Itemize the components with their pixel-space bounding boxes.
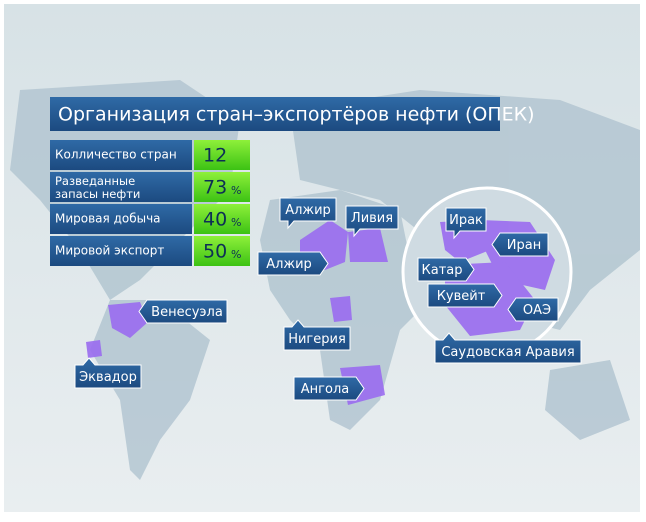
country-label: Ливия xyxy=(351,211,393,226)
country-tag xyxy=(434,332,582,364)
country-tag xyxy=(279,197,337,230)
title: Организация стран–экспортёров нефти (ОПЕ… xyxy=(58,104,535,126)
country-label: Ирак xyxy=(449,213,483,228)
stat-value: 50 xyxy=(203,241,227,263)
country-tag xyxy=(293,376,365,401)
country-tag xyxy=(345,205,399,238)
stat-label: Мировой экспорт xyxy=(55,244,164,258)
stat-label-line: Разведанные xyxy=(55,174,135,188)
stat-label-cell xyxy=(50,236,192,266)
stat-label-cell xyxy=(50,172,192,202)
country-tag xyxy=(417,257,475,282)
country-tag xyxy=(491,232,549,257)
stat-value: 40 xyxy=(203,209,227,231)
country-tag xyxy=(74,357,142,389)
stat-label: Колличество стран xyxy=(55,148,177,162)
stat-label-cell xyxy=(50,204,192,234)
stat-label: Разведанные запасы нефти xyxy=(55,174,140,201)
stat-label: Мировая добыча xyxy=(55,212,161,226)
country-tag xyxy=(283,319,351,351)
country-label: Эквадор xyxy=(79,370,137,385)
stat-unit: % xyxy=(231,184,241,197)
stat-value-cell xyxy=(194,236,250,266)
country-label: Венесуэла xyxy=(151,305,223,320)
country-label: Иран xyxy=(507,238,541,253)
country-label: Ангола xyxy=(301,382,349,397)
stats-table: Колличество стран 12 Разведанные запасы неф… xyxy=(50,140,250,266)
country-labels: Алжир Ливия Алжир Венесуэла Эквадор Нигерия Ан… xyxy=(74,197,582,401)
stat-value: 73 xyxy=(203,177,227,199)
country-tag xyxy=(445,207,487,240)
country-label: Саудовская Аравия xyxy=(441,345,574,360)
title-bar xyxy=(50,97,500,131)
stat-unit: % xyxy=(231,216,241,229)
stat-value: 12 xyxy=(203,145,227,167)
stat-label-cell xyxy=(50,140,192,170)
country-tag xyxy=(138,299,228,324)
country-label: Нигерия xyxy=(288,332,346,347)
stat-value-cell xyxy=(194,204,250,234)
country-label: Кувейт xyxy=(437,289,486,304)
stat-unit: % xyxy=(231,248,241,261)
country-tag xyxy=(427,283,503,308)
stat-value-cell xyxy=(194,140,250,170)
country-label: Алжир xyxy=(285,203,331,218)
country-tag xyxy=(257,251,329,276)
country-label: Катар xyxy=(422,263,463,278)
country-label: ОАЭ xyxy=(523,303,551,318)
country-label: Алжир xyxy=(266,257,312,272)
stat-value-cell xyxy=(194,172,250,202)
country-tag xyxy=(507,297,559,322)
stat-label-line: запасы нефти xyxy=(55,187,140,201)
